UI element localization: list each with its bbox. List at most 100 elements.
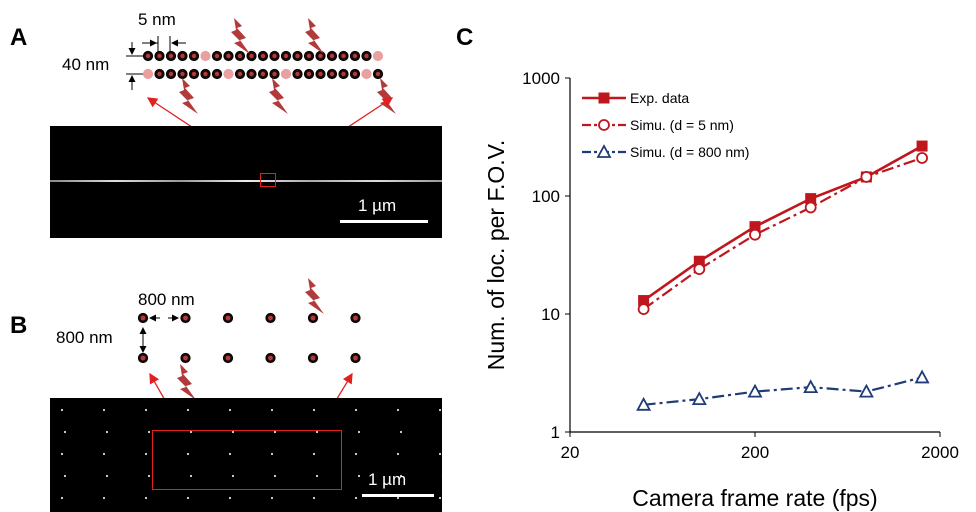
emitter-core [237, 53, 243, 59]
emitter-core [272, 71, 277, 77]
emitter-core [268, 315, 273, 321]
localization-spot [228, 452, 232, 456]
legend-entry: Simu. (d = 800 nm) [582, 144, 749, 160]
data-point [638, 295, 650, 307]
emitter-dot [200, 50, 211, 62]
excitation-bolt-icon [377, 78, 396, 114]
localization-spot [273, 430, 277, 434]
legend-entry: Exp. data [582, 90, 689, 106]
emitter-dot [142, 68, 154, 80]
localization-spot [315, 430, 319, 434]
y-tick-label: 1000 [522, 69, 560, 88]
data-point [693, 263, 706, 276]
localization-spot [144, 452, 148, 456]
localization-spot [60, 496, 64, 500]
emitter-core [306, 53, 312, 59]
localization-spot [189, 474, 193, 478]
emitter-dot [372, 50, 384, 62]
x-axis-label: Camera frame rate (fps) [632, 485, 877, 511]
emitter-core [272, 53, 277, 59]
emitter-dot [280, 68, 292, 80]
data-point [916, 140, 928, 152]
x-tick-label: 2000 [921, 443, 959, 462]
data-point [803, 379, 819, 394]
emitter-core [183, 315, 188, 321]
panel-a-letter: A [10, 24, 28, 51]
localization-spot [60, 452, 64, 456]
panel-a-spacing-label: 5 nm [138, 10, 176, 29]
emitter-core [310, 355, 316, 361]
legend-label: Exp. data [630, 90, 689, 106]
data-point [637, 303, 650, 316]
emitter-core [283, 53, 289, 59]
data-point [691, 391, 707, 406]
emitter-core [318, 53, 323, 59]
panel-a-scale-bar [340, 220, 428, 223]
localization-spot [396, 452, 400, 456]
emitter-core [341, 53, 346, 59]
localization-spot [231, 474, 235, 478]
localization-spot [399, 474, 403, 478]
series-line [643, 376, 923, 406]
localization-spot [399, 430, 403, 434]
emitter-core [375, 71, 381, 77]
emitter-core [249, 71, 254, 77]
localization-spot [147, 474, 151, 478]
localization-spot [186, 408, 190, 412]
emitter-core [329, 53, 335, 59]
localization-spot [438, 408, 442, 412]
emitter-core [145, 53, 151, 59]
panel-c-chart: 1 10 100 1000 20 200 2000 Camera frame rate (fp… [483, 69, 959, 511]
series-line [642, 144, 923, 302]
localization-spot [63, 430, 67, 434]
filament-line [50, 180, 442, 182]
emitter-core [180, 53, 185, 59]
excitation-bolt-icon [269, 78, 288, 114]
data-point [860, 171, 873, 183]
data-point [693, 255, 705, 267]
emitter-core [214, 71, 220, 77]
emitter-core [225, 355, 231, 361]
localization-spot [102, 452, 106, 456]
localization-spot [312, 496, 316, 500]
emitter-core [226, 53, 231, 59]
localization-spot [357, 474, 361, 478]
emitter-core [249, 53, 254, 59]
legend-marker [598, 119, 610, 131]
emitter-core [353, 315, 358, 321]
roi-box [260, 173, 276, 187]
localization-spot [63, 474, 67, 478]
panel-b-schematic [137, 278, 361, 400]
emitter-core [140, 355, 146, 361]
localization-spot [186, 452, 190, 456]
data-point [749, 221, 761, 233]
panel-a-row-gap-label: 40 nm [62, 55, 110, 74]
emitter-core [157, 71, 162, 77]
data-point [916, 152, 928, 164]
excitation-bolt-icon [305, 18, 324, 54]
legend-marker [596, 144, 612, 158]
emitter-core [183, 355, 188, 361]
panel-b-scale-bar [362, 494, 434, 497]
localization-spot [228, 408, 232, 412]
x-tick-label: 200 [741, 443, 769, 462]
emitter-core [260, 71, 266, 77]
emitter-core [295, 71, 300, 77]
emitter-core [260, 53, 266, 59]
localization-spot [144, 496, 148, 500]
emitter-core [268, 355, 273, 361]
emitter-dot [361, 68, 372, 80]
localization-spot [147, 430, 151, 434]
localization-spot [105, 430, 109, 434]
data-point [636, 396, 652, 411]
emitter-core [352, 71, 358, 77]
panel-b-letter: B [10, 312, 28, 339]
emitter-core [306, 71, 312, 77]
legend-marker [598, 92, 610, 104]
emitter-core [225, 315, 231, 321]
emitter-core [364, 53, 369, 59]
excitation-bolt-icon [177, 364, 196, 400]
emitter-core [180, 71, 185, 77]
data-point [914, 369, 930, 384]
localization-spot [438, 452, 442, 456]
